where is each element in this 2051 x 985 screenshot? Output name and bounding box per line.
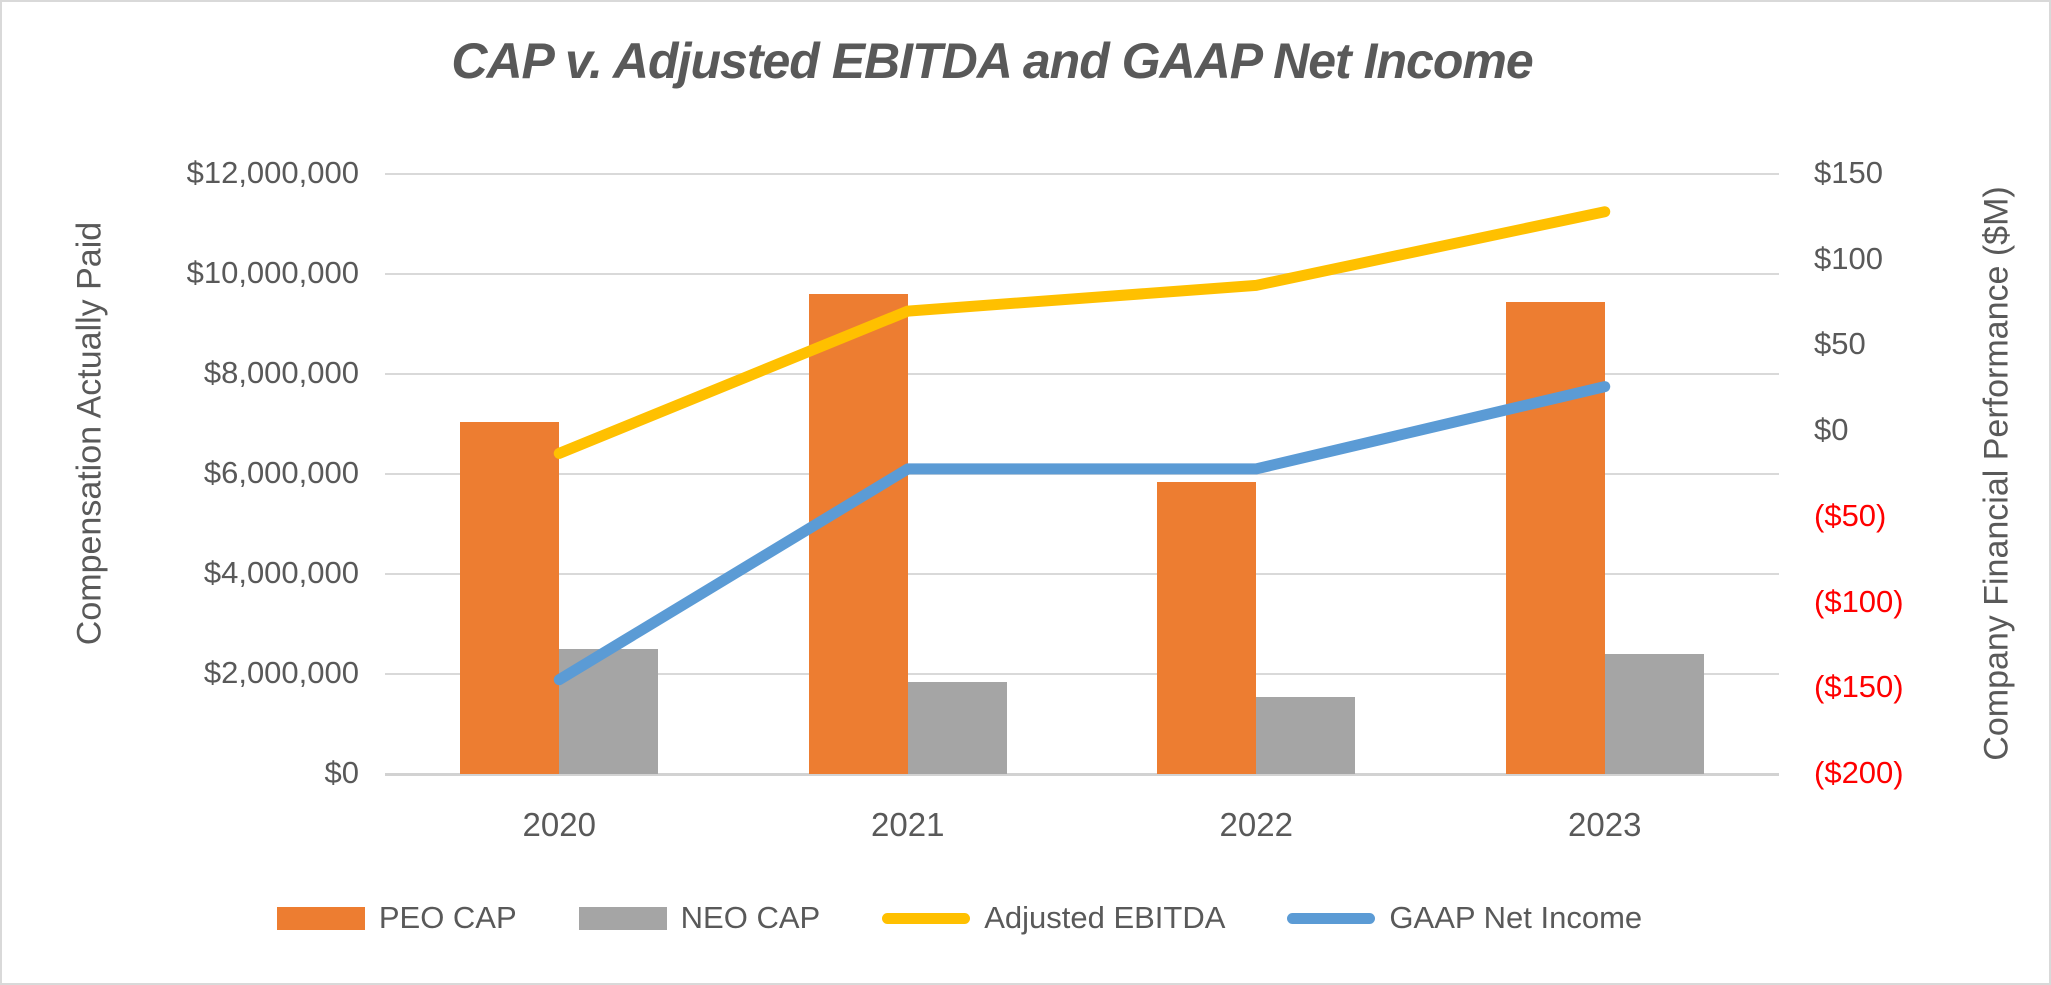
gridline (385, 373, 1779, 375)
bar-peo-cap-2020 (460, 421, 560, 774)
right-axis-tick-label: $50 (1814, 326, 1866, 362)
gridline (385, 673, 1779, 675)
left-axis-tick-label: $0 (324, 755, 359, 790)
legend-item-gaap-net-income: GAAP Net Income (1287, 900, 1642, 936)
right-axis-tick-label: $100 (1814, 240, 1883, 276)
line-adjusted-ebitda (553, 206, 1611, 459)
gridline (385, 573, 1779, 575)
legend-label-adjusted-ebitda: Adjusted EBITDA (984, 900, 1226, 935)
left-axis-tick-label: $4,000,000 (203, 555, 359, 590)
x-axis-label-2023: 2023 (1568, 806, 1642, 843)
bar-neo-cap-2022 (1256, 696, 1356, 774)
right-axis-tick-label: ($50) (1814, 497, 1887, 533)
legend-label-gaap-net-income: GAAP Net Income (1389, 900, 1643, 935)
legend-label-peo-cap: PEO CAP (378, 900, 517, 935)
gridline (385, 273, 1779, 275)
left-axis-tick-label: $6,000,000 (203, 455, 359, 490)
line-gaap-net-income (553, 381, 1611, 686)
bar-peo-cap-2022 (1157, 481, 1257, 774)
legend-item-neo-cap: NEO CAP (578, 900, 821, 936)
legend-swatch-neo-cap (578, 906, 667, 930)
legend: PEO CAP NEO CAP Adjusted EBITDA GAAP Net In… (2, 900, 1917, 936)
left-axis-tick-label: $12,000,000 (186, 155, 359, 190)
legend-swatch-gaap-net-income (1287, 912, 1376, 924)
legend-item-peo-cap: PEO CAP (276, 900, 517, 936)
left-axis-tick-label: $2,000,000 (203, 655, 359, 690)
right-axis-tick-label: $150 (1814, 155, 1883, 190)
x-axis-line (385, 773, 1779, 776)
legend-swatch-peo-cap (276, 906, 365, 930)
right-axis-tick-label: $0 (1814, 412, 1849, 448)
x-axis-label-2022: 2022 (1219, 806, 1293, 843)
bar-peo-cap-2023 (1505, 301, 1605, 774)
bar-neo-cap-2021 (907, 681, 1007, 774)
left-axis-tick-label: $10,000,000 (186, 255, 359, 290)
x-axis-label-2021: 2021 (871, 806, 945, 843)
x-axis-label-2020: 2020 (522, 806, 596, 843)
right-axis-tick-label: ($100) (1814, 583, 1904, 619)
gridline (385, 173, 1779, 175)
right-axis-tick-label: ($200) (1814, 755, 1904, 790)
legend-item-adjusted-ebitda: Adjusted EBITDA (882, 900, 1225, 936)
left-axis-tick-label: $8,000,000 (203, 355, 359, 390)
bar-neo-cap-2023 (1604, 654, 1704, 774)
right-axis-tick-label: ($150) (1814, 669, 1904, 705)
chart-title: CAP v. Adjusted EBITDA and GAAP Net Inco… (451, 33, 1533, 89)
legend-swatch-adjusted-ebitda (882, 912, 971, 924)
legend-label-neo-cap: NEO CAP (680, 900, 821, 935)
bar-peo-cap-2021 (808, 294, 908, 774)
